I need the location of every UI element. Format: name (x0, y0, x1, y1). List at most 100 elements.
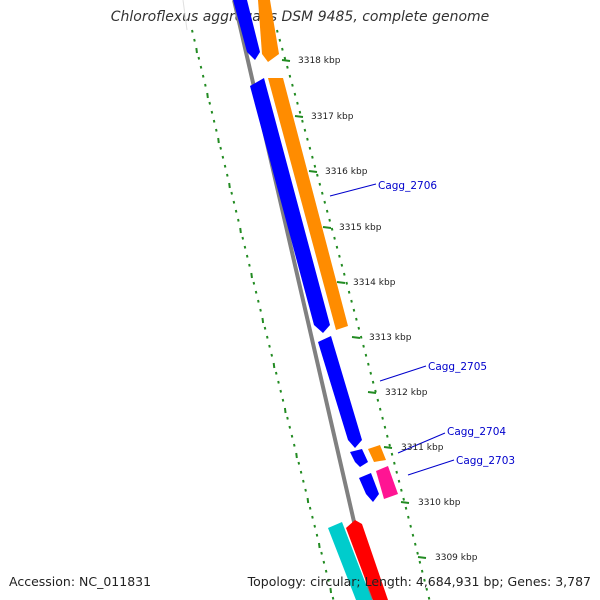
ruler-mark (308, 146, 312, 150)
gc-mark (324, 569, 328, 573)
gc-mark (219, 146, 222, 150)
map-title: Chloroflexus aggregans DSM 9485, complet… (110, 9, 490, 25)
tick-label-3315: 3315 kbp (339, 223, 382, 233)
ruler-mark (425, 587, 429, 591)
ruler-labels: 3318 kbp 3317 kbp 3316 kbp 3315 kbp 3314… (298, 56, 478, 563)
ruler-mark (418, 560, 422, 564)
gc-mark (221, 155, 225, 159)
cds-cagg-2705[interactable] (318, 336, 362, 448)
ruler-mark (390, 452, 394, 456)
ruler-mark (357, 326, 361, 330)
gc-mark (197, 56, 201, 60)
gc-mark (234, 209, 238, 213)
genome-summary: Topology: circular; Length: 4,684,931 bp… (247, 574, 591, 589)
gc-mark (313, 524, 317, 528)
gc-mark (308, 506, 312, 510)
ruler-mark (388, 443, 391, 447)
feature-pink[interactable] (376, 466, 398, 499)
gc-mark (283, 407, 287, 414)
gc-mark (204, 83, 207, 87)
gc-mark (290, 434, 294, 438)
ruler-mark (376, 398, 380, 402)
tick-mark (351, 336, 361, 339)
ruler-mark (400, 488, 403, 492)
ruler-mark (303, 128, 307, 132)
gc-mark (279, 389, 283, 393)
gene-label-cagg-2704[interactable]: Cagg_2704 (447, 426, 506, 438)
ruler-mark (276, 29, 279, 33)
ruler-mark (345, 281, 348, 285)
tick-label-3318: 3318 kbp (298, 56, 341, 66)
ruler-mark (393, 461, 396, 465)
cds-forward-main[interactable] (268, 78, 348, 330)
gc-content-track (191, 29, 431, 600)
gc-mark (268, 344, 271, 348)
gc-mark (195, 47, 198, 54)
gc-mark (277, 380, 280, 384)
gc-mark (228, 182, 231, 189)
gc-mark (212, 119, 216, 123)
gc-mark (295, 452, 298, 459)
ruler-mark (306, 137, 309, 141)
gene-label-cagg-2703[interactable]: Cagg_2703 (456, 455, 515, 467)
gene-label-cagg-2706[interactable]: Cagg_2706 (378, 180, 437, 192)
gc-mark (210, 110, 214, 114)
gc-mark (286, 416, 289, 420)
ruler-mark (335, 245, 339, 249)
ruler-mark (313, 164, 317, 168)
gc-mark (257, 299, 260, 303)
ruler-mark (296, 101, 299, 105)
gc-mark (304, 488, 307, 492)
gc-mark (320, 551, 323, 555)
gc-mark (254, 290, 258, 294)
feature-track[interactable] (233, 0, 398, 600)
tick-label-3314: 3314 kbp (353, 278, 396, 288)
gc-mark (329, 587, 333, 594)
ruler-mark (323, 200, 327, 204)
feature-cyan[interactable] (328, 522, 372, 600)
gene-labels[interactable]: Cagg_2706 Cagg_2705 Cagg_2704 Cagg_2703 (378, 180, 515, 467)
tick-mark (383, 446, 393, 449)
gc-mark (265, 335, 269, 339)
ruler-mark (409, 524, 412, 528)
gc-mark (272, 362, 276, 369)
tick-label-3313: 3313 kbp (369, 333, 412, 343)
gc-mark (215, 128, 218, 132)
gc-mark (237, 218, 240, 222)
ruler-mark (383, 425, 387, 429)
cds-reverse-top[interactable] (233, 0, 260, 60)
ruler-mark (318, 182, 322, 186)
label-connector (407, 459, 455, 476)
ruler-mark (301, 119, 304, 123)
ruler-mark (381, 416, 384, 420)
tick-mark (400, 501, 410, 504)
ruler-mark (278, 38, 282, 42)
cds-cagg-2704[interactable] (368, 445, 386, 462)
gc-mark (232, 200, 236, 204)
gc-mark (199, 65, 203, 69)
cds-small-reverse[interactable] (350, 449, 368, 467)
cds-forward-top[interactable] (258, 0, 279, 62)
gc-mark (302, 479, 305, 483)
ruler-mark (416, 551, 419, 555)
ruler-mark (352, 308, 356, 312)
gc-mark (281, 398, 285, 402)
tick-label-3309: 3309 kbp (435, 553, 478, 563)
gc-mark (311, 515, 314, 519)
cds-cagg-2703[interactable] (359, 473, 379, 502)
gc-mark (315, 533, 319, 537)
ruler-mark (355, 317, 358, 321)
gc-mark (230, 191, 233, 195)
label-connector (397, 432, 446, 454)
ruler-mark (298, 110, 302, 114)
gc-mark (201, 74, 205, 78)
feature-red[interactable] (346, 520, 388, 600)
ruler-mark (325, 209, 329, 213)
tick-mark (417, 556, 427, 559)
gene-label-cagg-2705[interactable]: Cagg_2705 (428, 361, 487, 373)
tick-mark (336, 281, 346, 284)
label-connector (379, 365, 427, 382)
gc-mark (331, 596, 335, 600)
cds-cagg-2706[interactable] (250, 78, 330, 333)
